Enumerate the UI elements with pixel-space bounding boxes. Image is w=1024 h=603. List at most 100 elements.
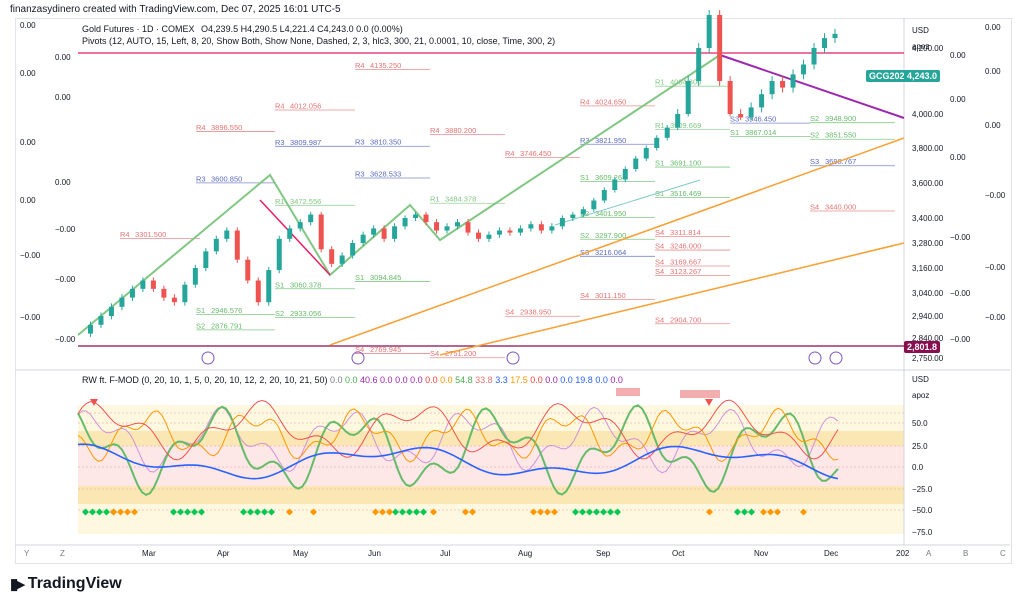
indicator-tick: 0.0 xyxy=(912,463,924,472)
price-axis[interactable]: 4,200.00 4,000.00 3,800.00 3,600.00 3,400.00… xyxy=(912,44,944,363)
pivot-type-label: R3 xyxy=(355,138,365,147)
pivot-type-label: S1 xyxy=(655,159,664,168)
indicator-tick: −50.0 xyxy=(912,506,933,515)
axis-button[interactable]: C xyxy=(1000,549,1006,558)
symbol-legend[interactable]: Gold Futures · 1D · COMEX O4,239.5 H4,29… xyxy=(82,24,403,34)
indicator-value: 0.0 xyxy=(607,375,623,385)
tradingview-logo[interactable]: ▮▸ TradingView xyxy=(10,575,122,593)
axis-button[interactable]: Z xyxy=(60,549,65,558)
trendlines[interactable] xyxy=(77,54,905,356)
event-icon xyxy=(201,351,215,365)
indicator-value: 0.0 xyxy=(527,375,543,385)
pivot-value-label: 4024.650 xyxy=(595,97,626,106)
event-icon xyxy=(829,351,843,365)
pivot-value-label: 3810.350 xyxy=(370,138,401,147)
pivot-type-label: R3 xyxy=(275,138,285,147)
left-scale-tick: 0.00 xyxy=(20,69,36,78)
time-tick: Mar xyxy=(142,549,156,558)
time-tick: 202 xyxy=(896,549,910,558)
pivot-type-label: S1 xyxy=(655,189,664,198)
pivot-value-label: 3867.014 xyxy=(745,128,776,137)
price-tick: 4,200.00 xyxy=(912,44,944,53)
indicator-value: 3.3 xyxy=(492,375,508,385)
left-scale-tick: −0.00 xyxy=(55,275,76,284)
pivot-type-label: S4 xyxy=(580,291,589,300)
price-scale-name[interactable]: apoz xyxy=(912,42,930,51)
left-scale: 0.00 0.00 0.00 0.00 0.00 0.00 0.00 −0.00 −0.00 −0… xyxy=(20,21,76,344)
indicator-value: 19.8 xyxy=(572,375,593,385)
pivot-type-label: S1 xyxy=(355,273,364,282)
axis-button[interactable]: B xyxy=(963,549,968,558)
indicator-zones xyxy=(78,405,904,534)
right-scale-tick: 0.00 xyxy=(950,95,966,104)
price-tick: 2,750.00 xyxy=(912,354,944,363)
pivot-type-label: R1 xyxy=(275,197,285,206)
indicator-value: 17.5 xyxy=(507,375,528,385)
price-currency[interactable]: USD xyxy=(912,26,929,35)
right-scale-tick: −0.00 xyxy=(985,263,1006,272)
indicator-value: 0.0 xyxy=(557,375,573,385)
indicator-value: 33.8 xyxy=(472,375,493,385)
pivot-value-label: 3628.533 xyxy=(370,170,401,179)
pivot-value-label: 2904.700 xyxy=(670,315,701,324)
right-scale-tick: 0.00 xyxy=(985,67,1001,76)
time-axis[interactable]: Mar Apr May Jun Jul Aug Sep Oct Nov Dec 202 Y Z A B C xyxy=(24,549,1006,558)
right-scale-tick: −0.00 xyxy=(950,335,971,344)
right-scale-tick: 0.00 xyxy=(985,23,1001,32)
pivot-value-label: 2751.200 xyxy=(445,349,476,358)
pivot-type-label: S1 xyxy=(580,173,589,182)
pivot-type-label: S3 xyxy=(580,248,589,257)
price-candles xyxy=(87,10,838,337)
indicator-arrows xyxy=(90,388,720,406)
pivot-value-label: 3301.500 xyxy=(135,230,166,239)
tradingview-logo-icon: ▮▸ xyxy=(10,576,25,593)
pivots-legend[interactable]: Pivots (12, AUTO, 15, Left, 8, 20, Show … xyxy=(82,36,556,46)
indicator-value: 0.0 xyxy=(329,375,343,385)
indicator-axis[interactable]: 50.0 25.0 0.0 −25.0 −50.0 −75.0 xyxy=(912,419,933,537)
pivot-type-label: S4 xyxy=(810,203,819,212)
pivot-value-label: 2876.791 xyxy=(211,321,242,330)
axis-button[interactable]: A xyxy=(926,549,932,558)
right-scale-tick: −0.00 xyxy=(950,289,971,298)
right-scale-tick: −0.00 xyxy=(985,313,1006,322)
current-price-badge[interactable]: 4,243.0 xyxy=(904,70,941,82)
pivot-type-label: S3 xyxy=(730,115,739,124)
indicator-tick: −25.0 xyxy=(912,485,933,494)
indicator-scale-name[interactable]: apoz xyxy=(912,391,930,400)
price-tick: 3,800.00 xyxy=(912,144,944,153)
indicator-values: 0.0 0.0 40.6 0.0 0.0 0.0 0.0 0.0 54.8 33… xyxy=(330,375,623,385)
time-tick: Dec xyxy=(824,549,838,558)
pivot-type-label: S4 xyxy=(655,228,664,237)
indicator-value: 0.0 xyxy=(422,375,438,385)
pivot-value-label: 3896.550 xyxy=(211,123,242,132)
axis-button[interactable]: Y xyxy=(24,549,30,558)
pivot-type-label: S4 xyxy=(655,242,664,251)
event-icons[interactable] xyxy=(201,351,843,365)
pivot-type-label: R4 xyxy=(580,97,590,106)
indicator-tick: 25.0 xyxy=(912,442,928,451)
time-tick: Oct xyxy=(672,549,685,558)
pivot-value-label: 3297.900 xyxy=(595,231,626,240)
indicator-currency[interactable]: USD xyxy=(912,375,929,384)
left-scale-tick: −0.00 xyxy=(20,251,41,260)
pivot-value-label: 4012.056 xyxy=(290,102,321,111)
pivot-type-label: S1 xyxy=(275,280,284,289)
indicator-value: 0.0 xyxy=(342,375,358,385)
pivot-type-label: S2 xyxy=(580,231,589,240)
time-tick: Jul xyxy=(440,549,450,558)
pivot-value-label: 3609.264 xyxy=(595,173,626,182)
pivot-type-label: R4 xyxy=(430,126,440,135)
pivot-type-label: S3 xyxy=(810,157,819,166)
pivot-type-label: S4 xyxy=(505,308,514,317)
left-scale-tick: 0.00 xyxy=(55,178,71,187)
pivot-value-label: 4135.250 xyxy=(370,61,401,70)
indicator-legend[interactable]: RW ft. F-MOD (0, 20, 10, 1, 5, 0, 20, 10… xyxy=(82,375,623,385)
low-price-badge[interactable]: 2,801.8 xyxy=(904,341,941,353)
pivot-type-label: S1 xyxy=(730,128,739,137)
pivot-type-label: R4 xyxy=(275,102,285,111)
indicator-value: 0.0 xyxy=(392,375,408,385)
time-tick: Sep xyxy=(596,549,611,558)
price-tick: 3,400.00 xyxy=(912,214,944,223)
pivot-type-label: R1 xyxy=(430,195,440,204)
